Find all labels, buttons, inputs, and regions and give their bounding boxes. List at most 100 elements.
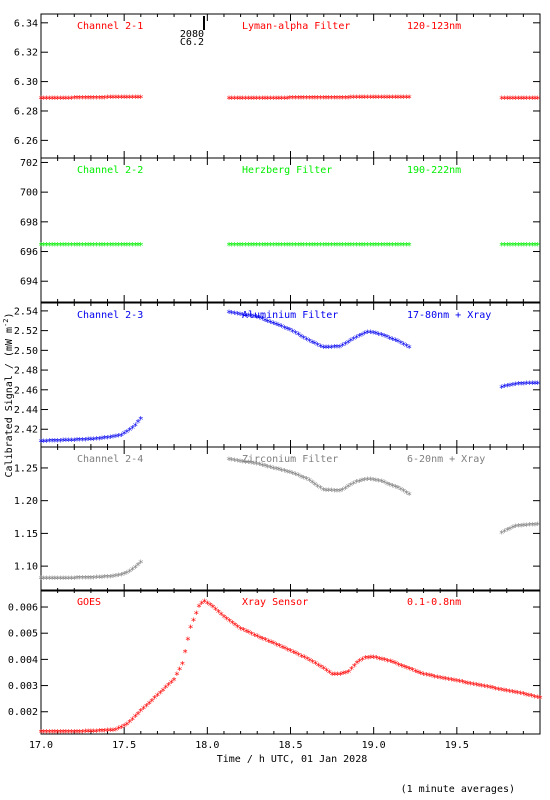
data-point: * bbox=[381, 93, 387, 104]
data-point: * bbox=[243, 241, 249, 252]
data-point: * bbox=[531, 693, 537, 704]
data-point: * bbox=[520, 690, 526, 701]
data-point: * bbox=[260, 635, 266, 646]
data-point: * bbox=[524, 380, 530, 391]
data-point: * bbox=[387, 93, 393, 104]
data-point: * bbox=[290, 94, 296, 105]
data-point: * bbox=[384, 241, 390, 252]
data-point: * bbox=[254, 313, 260, 324]
data-point: * bbox=[299, 652, 305, 663]
data-point: * bbox=[91, 435, 97, 446]
panel-filter-label: Aluminium Filter bbox=[242, 310, 338, 321]
data-point: * bbox=[404, 664, 410, 675]
data-point: * bbox=[71, 728, 77, 739]
data-point: * bbox=[138, 241, 144, 252]
data-point: * bbox=[287, 469, 293, 480]
data-point: * bbox=[535, 521, 541, 532]
data-point: * bbox=[102, 241, 108, 252]
data-point: * bbox=[102, 573, 108, 584]
y-tick-label: 2.54 bbox=[14, 306, 38, 317]
data-point: * bbox=[429, 672, 435, 683]
data-point: * bbox=[248, 459, 254, 470]
data-point: * bbox=[256, 94, 262, 105]
data-point: * bbox=[259, 315, 265, 326]
data-marks: ************************************* ***… bbox=[38, 93, 543, 739]
data-point: * bbox=[154, 692, 160, 703]
data-point: * bbox=[141, 705, 147, 716]
data-point: * bbox=[88, 241, 94, 252]
data-point: * bbox=[298, 94, 304, 105]
data-point: * bbox=[499, 383, 505, 394]
data-point: * bbox=[407, 665, 413, 676]
data-point: * bbox=[432, 673, 438, 684]
data-point: * bbox=[312, 241, 318, 252]
data-point: * bbox=[317, 484, 323, 495]
data-point: * bbox=[315, 341, 321, 352]
data-point: * bbox=[351, 241, 357, 252]
data-point: * bbox=[66, 574, 72, 585]
data-point: * bbox=[49, 575, 55, 586]
data-point: * bbox=[537, 694, 543, 705]
data-point: * bbox=[378, 241, 384, 252]
data-point: * bbox=[370, 241, 376, 252]
data-point: * bbox=[237, 241, 243, 252]
data-point: * bbox=[292, 241, 298, 252]
data-point: * bbox=[68, 574, 74, 585]
data-point: * bbox=[370, 329, 376, 340]
data-point: * bbox=[309, 241, 315, 252]
data-point: * bbox=[99, 94, 105, 105]
data-point: * bbox=[71, 241, 77, 252]
data-point: * bbox=[38, 438, 44, 449]
data-point: * bbox=[177, 665, 183, 676]
data-point: * bbox=[521, 522, 527, 533]
data-point: * bbox=[46, 437, 52, 448]
data-point: * bbox=[459, 678, 465, 689]
data-point: * bbox=[395, 338, 401, 349]
panel-channel-label: GOES bbox=[77, 597, 101, 608]
data-point: * bbox=[524, 521, 530, 532]
data-point: * bbox=[465, 679, 471, 690]
data-point: * bbox=[362, 654, 368, 665]
data-point: * bbox=[356, 94, 362, 105]
panel-4: 1.10 1.15 1.20 1.25 Channel 2-4 Zirconium Fil… bbox=[14, 446, 541, 592]
data-point: * bbox=[371, 654, 377, 665]
data-point: * bbox=[107, 726, 113, 737]
data-point: * bbox=[99, 727, 105, 738]
data-point: * bbox=[91, 574, 97, 585]
data-point: * bbox=[532, 241, 538, 252]
data-point: * bbox=[504, 95, 510, 106]
data-point: * bbox=[403, 342, 409, 353]
data-point: * bbox=[529, 379, 535, 390]
data-point: * bbox=[273, 94, 279, 105]
data-point: * bbox=[515, 241, 521, 252]
data-point: * bbox=[55, 728, 61, 739]
data-point: * bbox=[345, 241, 351, 252]
data-point: * bbox=[509, 688, 515, 699]
data-point: * bbox=[312, 94, 318, 105]
data-point: * bbox=[512, 689, 518, 700]
data-point: * bbox=[63, 574, 69, 585]
series-1: ****************************************… bbox=[38, 598, 543, 740]
data-point: * bbox=[41, 437, 47, 448]
data-point: * bbox=[398, 339, 404, 350]
data-point: * bbox=[323, 241, 329, 252]
data-point: * bbox=[518, 522, 524, 533]
data-point: * bbox=[284, 468, 290, 479]
data-point: * bbox=[132, 93, 138, 104]
data-point: * bbox=[127, 426, 133, 437]
data-point: * bbox=[379, 656, 385, 667]
data-point: * bbox=[423, 671, 429, 682]
data-point: * bbox=[370, 476, 376, 487]
y-tick-label: 696 bbox=[20, 247, 38, 258]
data-point: * bbox=[71, 94, 77, 105]
data-point: * bbox=[171, 676, 177, 687]
data-point: * bbox=[116, 725, 122, 736]
data-point: * bbox=[57, 728, 63, 739]
data-point: * bbox=[80, 728, 86, 739]
data-point: * bbox=[365, 241, 371, 252]
data-point: * bbox=[127, 568, 133, 579]
data-point: * bbox=[60, 241, 66, 252]
data-point: * bbox=[38, 728, 44, 739]
y-tick-label: 2.48 bbox=[14, 366, 38, 377]
data-point: * bbox=[102, 94, 108, 105]
